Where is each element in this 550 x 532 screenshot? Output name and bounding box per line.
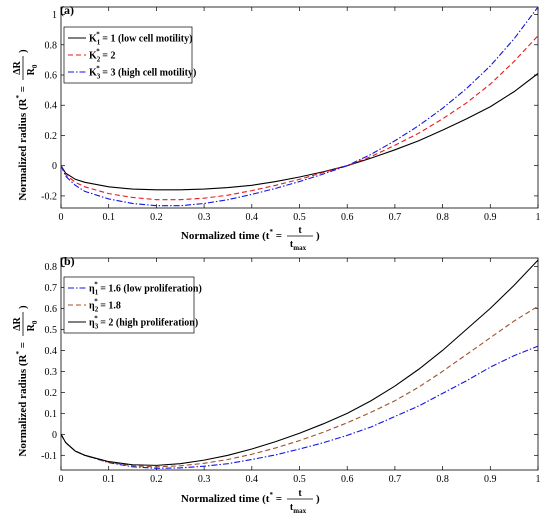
y-axis-label-denominator: R0 xyxy=(26,64,39,75)
y-axis-label: Normalized radius (R* = ΔR R0) xyxy=(12,305,39,457)
x-tick-label: 0.7 xyxy=(389,212,402,223)
y-tick-label: 0.6 xyxy=(45,304,58,315)
y-axis-label-text: Normalized radius (R* = xyxy=(15,342,29,457)
x-axis-label-denominator: tmax xyxy=(290,502,307,515)
x-axis-label: Normalized time (t* = t tmax) xyxy=(181,225,320,252)
x-tick-label: 0 xyxy=(59,212,64,223)
y-tick-label: 0 xyxy=(52,430,57,441)
legend-entry-label: K3* = 3 (high cell motility) xyxy=(89,65,196,81)
y-tick-label: 0.2 xyxy=(45,388,58,399)
y-tick-label: 0.1 xyxy=(45,409,58,420)
x-tick-label: 0.9 xyxy=(484,474,497,485)
x-tick-label: 0.2 xyxy=(150,212,163,223)
x-tick-label: 0.1 xyxy=(102,474,115,485)
series-line-1 xyxy=(61,345,538,469)
series-line-1 xyxy=(61,73,538,191)
x-tick-label: 0.2 xyxy=(150,474,163,485)
x-axis-label-text: Normalized time (t* = xyxy=(181,491,282,505)
x-tick-label: 0 xyxy=(59,474,64,485)
x-tick-label: 0.8 xyxy=(436,212,449,223)
y-tick-label: -0.1 xyxy=(41,451,57,462)
chart-panel-b: 0 0.1 0.2 0.3 0.4 0.5 0.6 0.7 0.8 0.9 1 -0.1 0 0.1 0.2… xyxy=(12,254,541,515)
x-tick-label: 0.8 xyxy=(436,474,449,485)
x-axis-label-numerator: t xyxy=(298,225,302,236)
x-tick-label: 0.4 xyxy=(246,212,259,223)
x-tick-label: 1 xyxy=(536,474,541,485)
legend-entry-label: K2* = 2 xyxy=(89,48,115,64)
x-tick-label: 0.3 xyxy=(198,212,211,223)
panel-label: (b) xyxy=(60,254,75,268)
x-axis-label-suffix: ) xyxy=(316,493,320,505)
y-axis-label-numerator: ΔR xyxy=(12,316,23,330)
y-tick-label: -0.2 xyxy=(41,191,57,202)
y-axis-label-suffix: ) xyxy=(17,49,29,53)
y-tick-label: 0.3 xyxy=(45,367,58,378)
y-axis-label-numerator: ΔR xyxy=(12,60,23,74)
chart-panel-a: 0 0.1 0.2 0.3 0.4 0.5 0.6 0.7 0.8 0.9 1-0.200.20.4… xyxy=(12,3,541,252)
y-tick-label: 0 xyxy=(52,161,57,172)
y-tick-label: 0.4 xyxy=(45,101,58,112)
legend: K1* = 1 (low cell motility)K2* = 2K3* = … xyxy=(63,26,196,84)
y-axis-label: Normalized radius (R* = ΔR R0) xyxy=(12,49,39,201)
legend-entry-label: η2* = 1.8 xyxy=(89,298,121,314)
x-tick-label: 0.4 xyxy=(246,474,259,485)
legend-entry-label: η1* = 1.6 (low proliferation) xyxy=(89,281,202,297)
y-axis-label-text: Normalized radius (R* = xyxy=(15,86,29,201)
y-axis-label-suffix: ) xyxy=(17,305,29,309)
x-axis-label-denominator: tmax xyxy=(290,239,307,252)
x-tick-label: 0.3 xyxy=(198,474,211,485)
x-tick-label: 0.9 xyxy=(484,212,497,223)
x-tick-label: 0.6 xyxy=(341,212,354,223)
y-tick-label: 0.6 xyxy=(45,71,58,82)
y-tick-label: 0.8 xyxy=(45,262,58,273)
x-tick-label: 0.6 xyxy=(341,474,354,485)
x-tick-label: 0.5 xyxy=(293,474,306,485)
legend: η1* = 1.6 (low proliferation)η2* = 1.8η3… xyxy=(63,276,202,334)
x-axis-label-suffix: ) xyxy=(316,230,320,242)
x-tick-label: 0.1 xyxy=(102,212,115,223)
x-axis-label: Normalized time (t* = t tmax) xyxy=(181,488,320,515)
panel-label: (a) xyxy=(60,3,74,17)
y-axis-label-denominator: R0 xyxy=(26,320,39,331)
x-tick-label: 1 xyxy=(536,212,541,223)
y-tick-label: 0.2 xyxy=(45,131,58,142)
series-line-3 xyxy=(61,7,538,207)
x-tick-label: 0.5 xyxy=(293,212,306,223)
series-line-2 xyxy=(61,35,538,201)
y-tick-label: 1 xyxy=(52,10,57,21)
x-axis-label-text: Normalized time (t* = xyxy=(181,228,282,242)
y-tick-label: 0.5 xyxy=(45,325,58,336)
series-line-3 xyxy=(61,259,538,466)
y-tick-label: 0.7 xyxy=(45,283,58,294)
legend-entry-label: η3* = 2 (high proliferation) xyxy=(89,315,198,331)
x-tick-label: 0.7 xyxy=(389,474,402,485)
legend-entry-label: K1* = 1 (low cell motility) xyxy=(89,31,192,47)
x-axis-label-numerator: t xyxy=(298,488,302,499)
y-tick-label: 0.4 xyxy=(45,346,58,357)
y-tick-label: 0.8 xyxy=(45,40,58,51)
